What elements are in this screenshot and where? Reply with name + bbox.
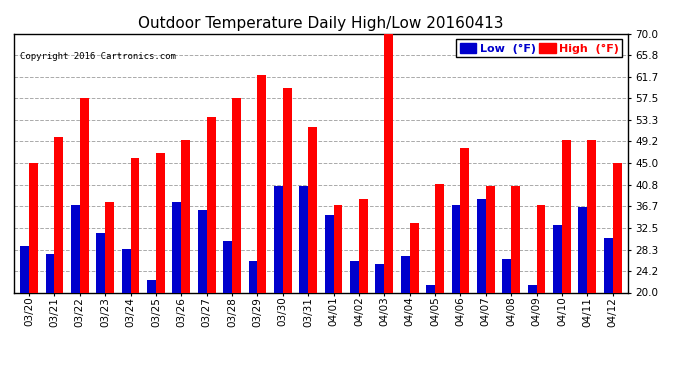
Bar: [299, 186, 308, 292]
Bar: [553, 225, 562, 292]
Bar: [20, 246, 29, 292]
Bar: [80, 99, 88, 292]
Legend: Low  (°F), High  (°F): Low (°F), High (°F): [457, 39, 622, 57]
Bar: [435, 184, 444, 292]
Bar: [147, 280, 156, 292]
Bar: [401, 256, 410, 292]
Bar: [375, 264, 384, 292]
Bar: [223, 241, 232, 292]
Bar: [283, 88, 292, 292]
Bar: [130, 158, 139, 292]
Bar: [426, 285, 435, 292]
Bar: [71, 204, 80, 292]
Bar: [156, 153, 165, 292]
Bar: [257, 75, 266, 292]
Bar: [587, 140, 596, 292]
Bar: [121, 249, 130, 292]
Bar: [308, 127, 317, 292]
Bar: [384, 31, 393, 292]
Bar: [562, 140, 571, 292]
Bar: [486, 186, 495, 292]
Bar: [248, 261, 257, 292]
Bar: [172, 202, 181, 292]
Bar: [410, 223, 419, 292]
Bar: [460, 148, 469, 292]
Bar: [46, 254, 55, 292]
Bar: [232, 99, 241, 292]
Bar: [55, 137, 63, 292]
Bar: [528, 285, 537, 292]
Bar: [350, 261, 359, 292]
Bar: [502, 259, 511, 292]
Bar: [477, 200, 486, 292]
Bar: [333, 204, 342, 292]
Bar: [604, 238, 613, 292]
Bar: [451, 204, 460, 292]
Text: Copyright 2016 Cartronics.com: Copyright 2016 Cartronics.com: [20, 52, 176, 61]
Bar: [97, 233, 105, 292]
Bar: [198, 210, 207, 292]
Bar: [578, 207, 587, 292]
Bar: [537, 204, 545, 292]
Bar: [105, 202, 114, 292]
Bar: [29, 163, 38, 292]
Bar: [511, 186, 520, 292]
Bar: [274, 186, 283, 292]
Bar: [613, 163, 622, 292]
Bar: [359, 200, 368, 292]
Bar: [181, 140, 190, 292]
Bar: [325, 215, 333, 292]
Title: Outdoor Temperature Daily High/Low 20160413: Outdoor Temperature Daily High/Low 20160…: [138, 16, 504, 31]
Bar: [207, 117, 215, 292]
